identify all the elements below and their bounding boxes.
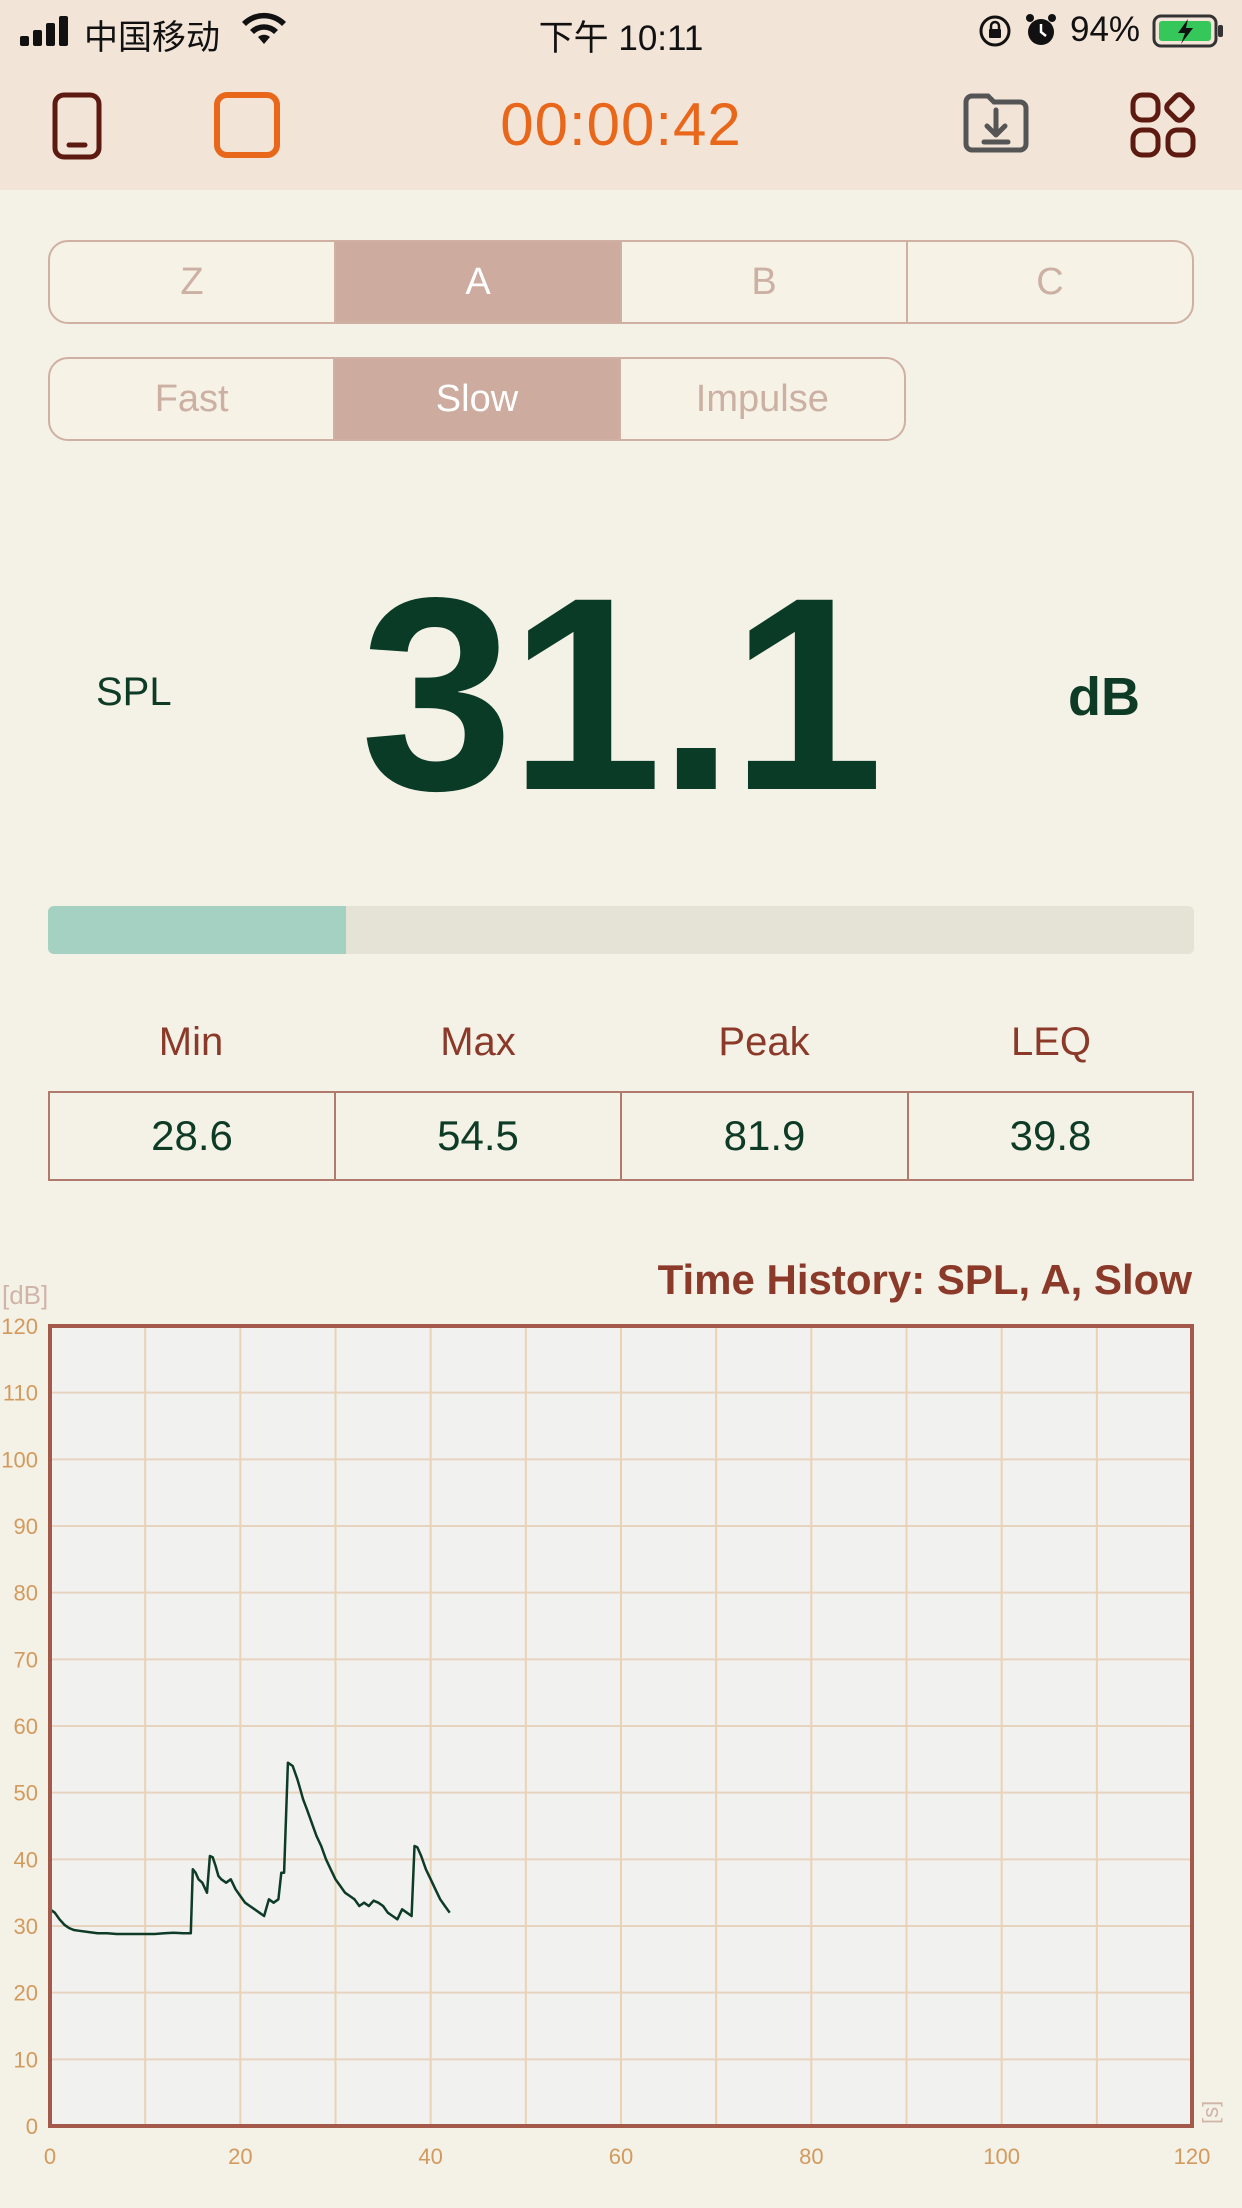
- top-bar: 中国移动 下午 10:11 94% 00:: [0, 0, 1242, 190]
- y-tick-label: 110: [3, 1381, 38, 1406]
- y-tick-label: 100: [1, 1447, 38, 1472]
- level-bar: [48, 906, 1194, 954]
- max-value: 54.5: [334, 1091, 622, 1181]
- time-history-chart-svg: 0 10 20 30 40 50 60 70 80 90 100 110 120 0 20 40 60 80 10…: [1, 1280, 1223, 2169]
- spl-value: 31.1: [360, 541, 883, 848]
- x-tick-label: 80: [799, 2144, 823, 2169]
- y-tick-label: 80: [14, 1581, 38, 1606]
- min-label: Min: [158, 1020, 224, 1064]
- y-tick-label: 120: [1, 1314, 38, 1339]
- status-bar: 中国移动 下午 10:11 94%: [0, 0, 1242, 62]
- chart-title: Time History: SPL, A, Slow: [657, 1256, 1192, 1303]
- peak-value: 81.9: [620, 1091, 909, 1181]
- y-tick-label: 0: [26, 2114, 38, 2139]
- max-label: Max: [440, 1020, 516, 1064]
- x-tick-label: 120: [1174, 2144, 1211, 2169]
- x-tick-label: 40: [418, 2144, 442, 2169]
- y-tick-label: 60: [14, 1714, 38, 1739]
- elapsed-timer: 00:00:42: [500, 91, 742, 158]
- x-tick-label: 100: [983, 2144, 1020, 2169]
- y-tick-label: 50: [14, 1781, 38, 1806]
- battery-charging-icon: [1152, 14, 1223, 48]
- leq-value: 39.8: [907, 1091, 1194, 1181]
- min-value: 28.6: [48, 1091, 336, 1181]
- signal-icon: [20, 16, 68, 46]
- response-impulse-button[interactable]: Impulse: [695, 377, 829, 420]
- response-fast-button[interactable]: Fast: [50, 359, 336, 439]
- x-axis-unit-label: [s]: [1198, 2101, 1223, 2124]
- x-tick-label: 0: [44, 2144, 56, 2169]
- response-slow-button[interactable]: Slow: [335, 359, 621, 439]
- level-bar-fill: [48, 906, 346, 954]
- weighting-a-button[interactable]: A: [336, 242, 622, 322]
- peak-label: Peak: [718, 1020, 810, 1064]
- download-folder-icon[interactable]: [962, 92, 1030, 154]
- apps-grid-icon[interactable]: [1130, 92, 1196, 158]
- time-response-selector: Fast Slow Impulse: [48, 357, 906, 441]
- spl-label: SPL: [96, 670, 172, 714]
- rotation-lock-icon: [979, 15, 1011, 47]
- spl-series-line: [49, 1761, 451, 1936]
- weighting-b-button[interactable]: B: [622, 242, 908, 322]
- weighting-z-button[interactable]: Z: [50, 242, 336, 322]
- frequency-weighting-selector: Z A B C: [48, 240, 1194, 324]
- weighting-c-button[interactable]: C: [1036, 260, 1064, 303]
- y-tick-label: 90: [14, 1514, 38, 1539]
- x-tick-label: 20: [228, 2144, 252, 2169]
- y-tick-label: 30: [14, 1914, 38, 1939]
- leq-label: LEQ: [1010, 1020, 1092, 1064]
- square-icon[interactable]: [214, 92, 280, 158]
- time-history-chart: 0 10 20 30 40 50 60 70 80 90 100 110 120 0 20 40 60 80 10…: [0, 1280, 1242, 2180]
- carrier-name: 中国移动: [84, 19, 220, 57]
- battery-percent: 94%: [1070, 10, 1141, 49]
- x-tick-label: 60: [609, 2144, 633, 2169]
- plot-border: [48, 1324, 1194, 2128]
- phone-icon[interactable]: [52, 92, 102, 160]
- wifi-icon: [242, 12, 286, 44]
- clock: 下午 10:11: [538, 19, 704, 58]
- y-tick-label: 20: [14, 1981, 38, 2006]
- y-axis-unit-label: [dB]: [2, 1280, 48, 1310]
- y-tick-label: 70: [14, 1647, 38, 1672]
- y-tick-label: 10: [14, 2047, 38, 2072]
- alarm-icon: [1026, 14, 1056, 45]
- spl-unit: dB: [1068, 667, 1140, 727]
- y-tick-label: 40: [14, 1847, 38, 1872]
